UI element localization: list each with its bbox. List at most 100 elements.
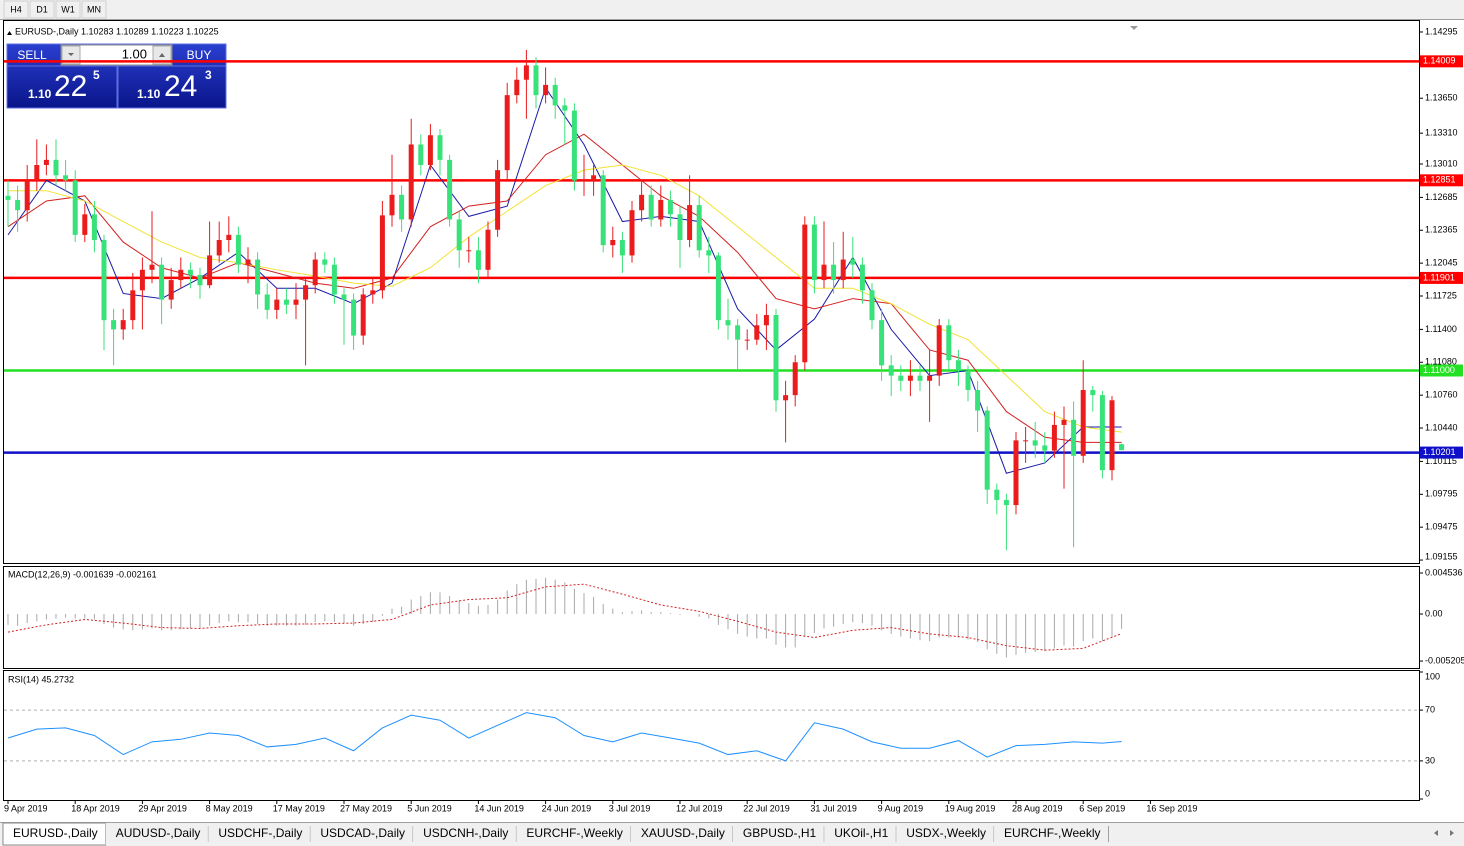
candle-body bbox=[773, 315, 779, 401]
lot-size[interactable]: 1.00 bbox=[122, 46, 147, 61]
tab[interactable] bbox=[516, 823, 631, 845]
tab[interactable] bbox=[413, 823, 517, 845]
sell-big: 22 bbox=[54, 70, 87, 103]
candle-body bbox=[658, 199, 664, 220]
y-tick-label: 0.00 bbox=[1425, 608, 1443, 618]
tab-label[interactable]: EURUSD-,Daily bbox=[13, 826, 98, 840]
timeframe-label[interactable]: MN bbox=[87, 4, 101, 14]
candle-body bbox=[427, 135, 433, 166]
timeframe-button[interactable] bbox=[29, 0, 55, 19]
candle-body bbox=[744, 339, 750, 341]
tab[interactable] bbox=[630, 823, 733, 845]
sell-small: 5 bbox=[93, 68, 100, 82]
level-tag bbox=[1420, 55, 1463, 68]
candle-body bbox=[917, 375, 923, 381]
sell-prefix: 1.10 bbox=[28, 87, 52, 101]
candle-body bbox=[840, 259, 846, 281]
x-tick-label: 9 Apr 2019 bbox=[4, 803, 48, 813]
candle-body bbox=[91, 214, 97, 241]
timeframe-button[interactable] bbox=[3, 0, 29, 19]
timeframe-label[interactable]: D1 bbox=[36, 4, 48, 14]
candle-body bbox=[130, 290, 136, 321]
y-tick-label: 0.004536 bbox=[1425, 567, 1463, 577]
tab-label[interactable]: USDCNH-,Daily bbox=[423, 826, 508, 840]
candle-body bbox=[72, 180, 78, 235]
tab-label[interactable]: USDCAD-,Daily bbox=[320, 826, 405, 840]
scroll-marker bbox=[1130, 26, 1138, 30]
sell-button[interactable]: SELL bbox=[17, 48, 47, 62]
tab[interactable] bbox=[732, 823, 825, 845]
candle-body bbox=[1042, 445, 1048, 451]
tab[interactable] bbox=[994, 823, 1109, 845]
level-tag bbox=[1420, 364, 1463, 377]
x-tick-label: 12 Jul 2019 bbox=[676, 803, 723, 813]
candle-body bbox=[879, 320, 885, 366]
lot-input[interactable] bbox=[60, 44, 173, 66]
x-tick-label: 31 Jul 2019 bbox=[810, 803, 857, 813]
y-tick-label: 1.13650 bbox=[1425, 93, 1458, 103]
candle-body bbox=[495, 170, 501, 230]
tab[interactable] bbox=[824, 823, 897, 845]
x-tick-label: 14 Jun 2019 bbox=[474, 803, 524, 813]
candle-body bbox=[159, 264, 165, 300]
tab-scroll-left[interactable] bbox=[1434, 830, 1438, 836]
tab[interactable] bbox=[310, 823, 414, 845]
candle-body bbox=[226, 234, 232, 241]
level-label: 1.12851 bbox=[1423, 175, 1456, 185]
timeframe-label[interactable]: W1 bbox=[61, 4, 75, 14]
tab-scroll-right[interactable] bbox=[1450, 830, 1454, 836]
candle-body bbox=[619, 240, 625, 256]
candle-body bbox=[504, 95, 510, 171]
candle-body bbox=[514, 79, 520, 96]
candle-body bbox=[283, 299, 289, 305]
timeframe-button[interactable] bbox=[81, 0, 107, 19]
x-tick-label: 6 Sep 2019 bbox=[1079, 803, 1125, 813]
candle-body bbox=[1090, 390, 1096, 396]
candle-body bbox=[783, 395, 789, 401]
tab-label[interactable]: USDX-,Weekly bbox=[906, 826, 986, 840]
down-arrow bbox=[68, 53, 74, 56]
tab[interactable] bbox=[105, 823, 209, 845]
candle-body bbox=[111, 320, 117, 330]
candle-body bbox=[802, 224, 808, 363]
candle-body bbox=[274, 299, 280, 310]
candle-body bbox=[898, 375, 904, 381]
rsi-line bbox=[7, 712, 1122, 762]
candle-body bbox=[216, 240, 222, 256]
candle-body bbox=[1061, 419, 1067, 425]
x-tick-label: 5 Jun 2019 bbox=[407, 803, 452, 813]
candle-body bbox=[792, 362, 798, 396]
tab-label[interactable]: GBPUSD-,H1 bbox=[743, 826, 817, 840]
buy-button[interactable]: BUY bbox=[187, 48, 212, 62]
candle-body bbox=[869, 290, 875, 321]
candle-body bbox=[1023, 440, 1029, 442]
tab-label[interactable]: EURCHF-,Weekly bbox=[1004, 826, 1100, 840]
candle-body bbox=[341, 294, 347, 300]
candle-body bbox=[475, 250, 481, 270]
candle-body bbox=[197, 274, 203, 286]
candle-body bbox=[264, 294, 270, 310]
candle-body bbox=[955, 360, 961, 371]
candle-body bbox=[331, 264, 337, 295]
tab-label[interactable]: AUDUSD-,Daily bbox=[116, 826, 201, 840]
timeframe-label[interactable]: H4 bbox=[10, 4, 22, 14]
x-tick-label: 29 Apr 2019 bbox=[138, 803, 187, 813]
candle-body bbox=[927, 375, 933, 381]
tab-label[interactable]: USDCHF-,Daily bbox=[218, 826, 302, 840]
y-tick-label: 1.09155 bbox=[1425, 551, 1458, 561]
x-tick-label: 17 May 2019 bbox=[273, 803, 325, 813]
candle-body bbox=[994, 489, 1000, 500]
candle-body bbox=[850, 259, 856, 265]
tab-label[interactable]: XAUUSD-,Daily bbox=[641, 826, 725, 840]
y-tick-label: 1.10115 bbox=[1425, 456, 1457, 466]
tab[interactable] bbox=[896, 823, 995, 845]
tab[interactable] bbox=[208, 823, 311, 845]
tab-label[interactable]: UKOil-,H1 bbox=[834, 826, 888, 840]
x-tick-label: 9 Aug 2019 bbox=[878, 803, 924, 813]
candle-body bbox=[571, 110, 577, 181]
y-tick-label: 100 bbox=[1425, 671, 1440, 681]
tab-label[interactable]: EURCHF-,Weekly bbox=[526, 826, 622, 840]
timeframe-button[interactable] bbox=[55, 0, 81, 19]
candle-body bbox=[139, 269, 145, 291]
